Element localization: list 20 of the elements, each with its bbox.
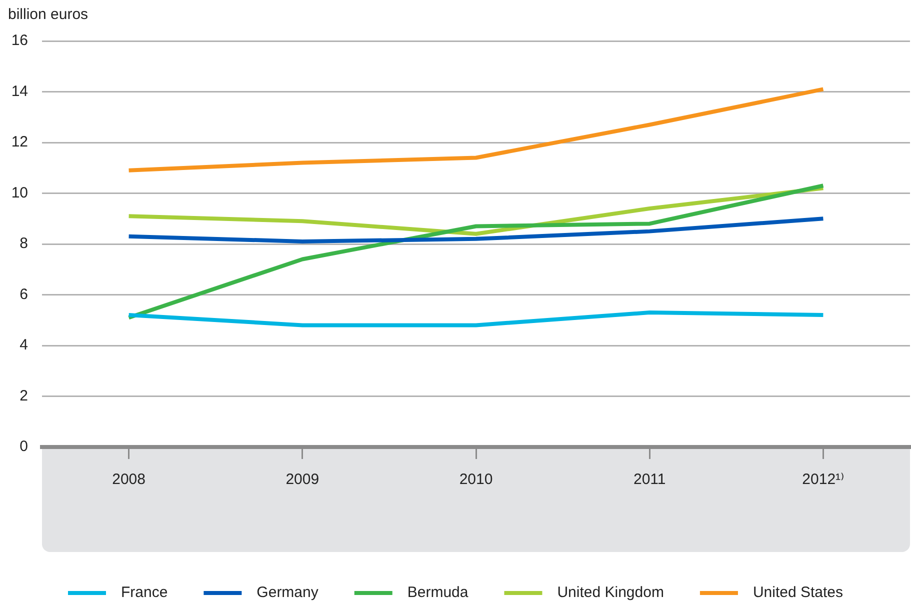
x-tick-label: 2012¹⁾ (802, 471, 844, 488)
y-tick-label: 0 (20, 438, 28, 456)
legend-label: Bermuda (407, 584, 469, 602)
legend-label: France (120, 584, 168, 602)
y-tick-label: 4 (20, 336, 28, 354)
y-tick-label: 14 (11, 82, 28, 100)
y-tick-label: 6 (20, 286, 28, 303)
legend-label: United Kingdom (557, 584, 664, 602)
y-tick-label: 2 (20, 387, 28, 404)
x-tick-label: 2010 (459, 471, 493, 488)
y-axis-title: billion euros (8, 6, 88, 24)
x-tick-label: 2008 (112, 471, 146, 488)
y-tick-label: 10 (11, 184, 28, 202)
legend-label: United States (752, 584, 844, 602)
y-tick-label: 16 (11, 32, 28, 50)
y-tick-label: 12 (11, 134, 28, 151)
x-tick-label: 2011 (633, 471, 666, 488)
legend-label: Germany (256, 584, 319, 602)
x-tick-label: 2009 (286, 471, 320, 488)
y-tick-label: 8 (20, 235, 28, 252)
